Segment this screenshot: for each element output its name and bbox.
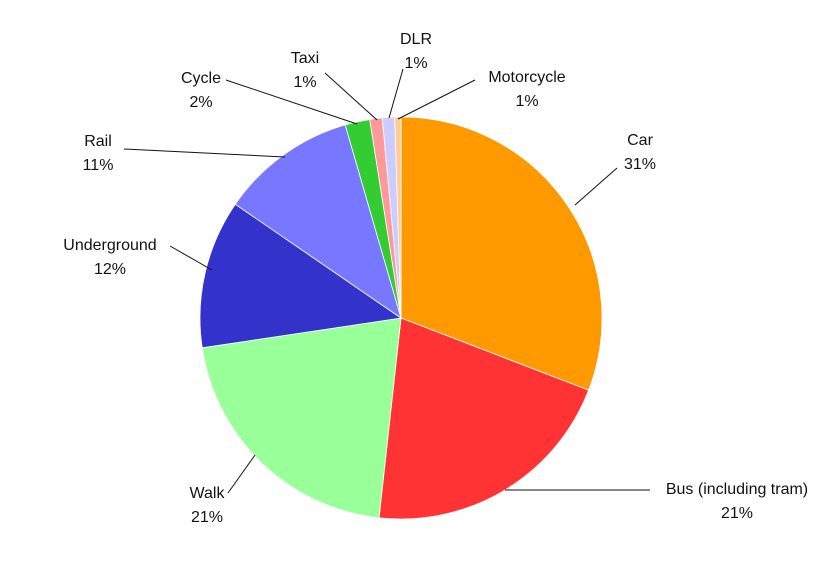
- slice-label: Underground: [63, 237, 156, 254]
- slice-label: Walk: [190, 485, 226, 502]
- slice-percent-label: 21%: [721, 505, 753, 522]
- slice-label: Bus (including tram): [666, 481, 808, 498]
- slice-label: DLR: [400, 31, 432, 48]
- slice-percent-label: 11%: [83, 157, 114, 174]
- leader-line: [324, 72, 378, 121]
- slice-labels: Car 31% Bus (including tram) 21% Walk 21% Unde…: [63, 31, 808, 526]
- leader-line: [225, 79, 358, 125]
- slice-label: Motorcycle: [488, 69, 565, 86]
- leader-line: [123, 148, 286, 158]
- pie-slice-walk: [201, 317, 402, 519]
- pie-slices: [199, 116, 603, 520]
- leader-line: [574, 167, 618, 206]
- slice-percent-label: 2%: [189, 94, 212, 111]
- leader-line: [388, 68, 404, 119]
- leader-line: [227, 454, 256, 494]
- slice-percent-label: 12%: [94, 261, 126, 278]
- slice-label: Cycle: [181, 70, 221, 87]
- slice-label: Rail: [84, 133, 112, 150]
- slice-percent-label: 31%: [624, 156, 656, 173]
- slice-label: Car: [627, 132, 653, 149]
- slice-percent-label: 1%: [515, 93, 538, 110]
- pie-slice-rail: [234, 124, 402, 319]
- leader-line: [169, 245, 213, 271]
- leader-lines: [123, 68, 650, 494]
- slice-percent-label: 1%: [404, 55, 427, 72]
- pie-slice-underground: [199, 203, 403, 349]
- slice-label: Taxi: [291, 50, 319, 67]
- slice-percent-label: 1%: [293, 74, 316, 91]
- leader-line: [397, 79, 476, 120]
- pie-slice-car: [400, 116, 603, 391]
- slice-percent-label: 21%: [191, 509, 223, 526]
